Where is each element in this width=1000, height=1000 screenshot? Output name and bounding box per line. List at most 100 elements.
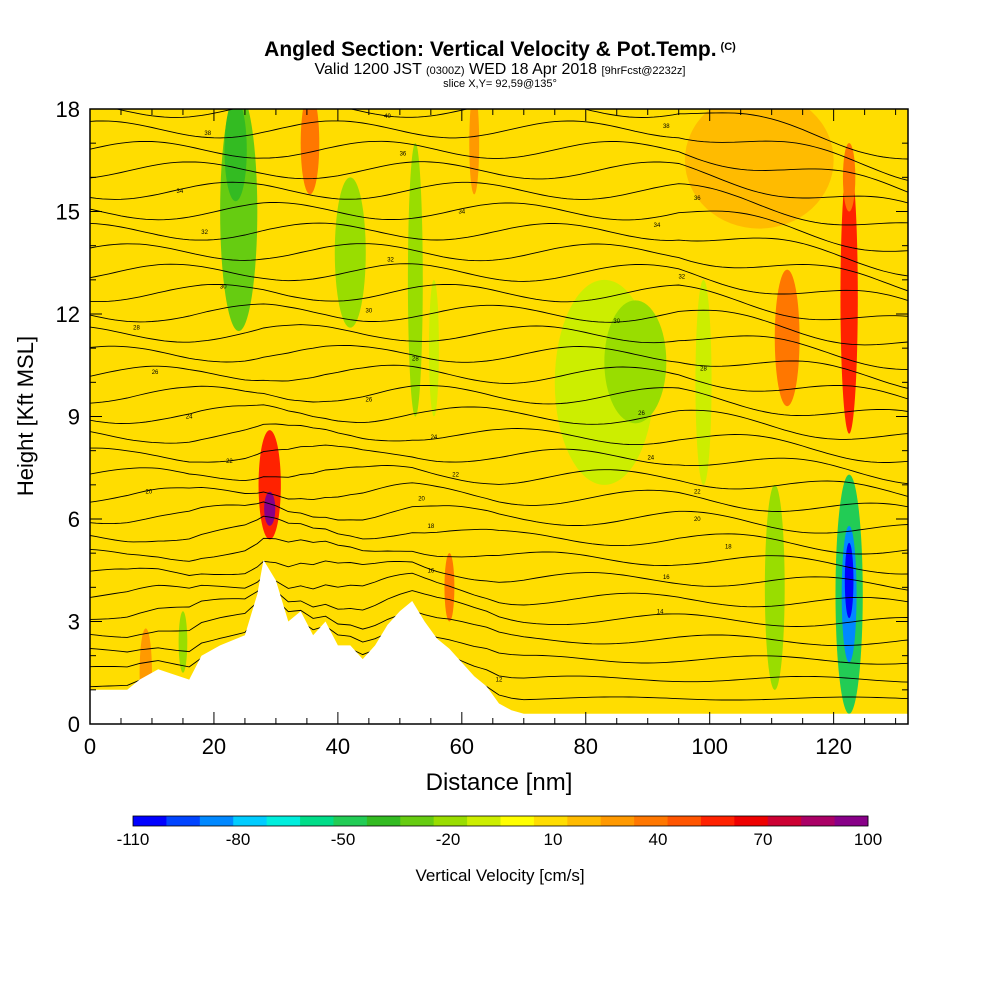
isentrope-15 bbox=[90, 385, 908, 417]
colorbar-swatch-14 bbox=[600, 816, 635, 826]
isentrope-label-14: 28 bbox=[133, 326, 140, 332]
y-axis-label: Height [Kft MSL] bbox=[13, 336, 38, 496]
colorbar-label-0: -110 bbox=[117, 830, 150, 849]
colorbar-swatch-21 bbox=[834, 816, 869, 826]
isentrope-21 bbox=[90, 263, 908, 302]
isentrope-label-28: 20 bbox=[694, 517, 701, 523]
isentrope-14 bbox=[90, 404, 908, 440]
x-tick-label-40: 40 bbox=[326, 734, 350, 759]
velocity-cell-22 bbox=[178, 611, 188, 673]
isentrope-label-17: 26 bbox=[152, 370, 159, 376]
colorbar-label-7: 100 bbox=[854, 830, 882, 849]
isentrope-11 bbox=[90, 465, 908, 497]
isentrope-10 bbox=[90, 482, 908, 512]
isentrope-7 bbox=[90, 537, 908, 575]
velocity-cell-14 bbox=[840, 160, 858, 434]
isentrope-27 bbox=[90, 140, 908, 193]
velocity-cell-19 bbox=[844, 542, 854, 619]
isentrope-28 bbox=[90, 120, 908, 181]
isentrope-label-7: 32 bbox=[201, 230, 208, 236]
x-tick-label-0: 0 bbox=[84, 734, 96, 759]
colorbar-swatch-20 bbox=[801, 816, 835, 826]
colorbar-swatch-18 bbox=[734, 816, 769, 826]
velocity-field bbox=[90, 109, 908, 724]
colorbar-swatch-17 bbox=[700, 816, 735, 826]
isentrope-label-21: 24 bbox=[431, 435, 438, 441]
colorbar-swatch-3 bbox=[233, 816, 268, 826]
y-tick-label-0: 0 bbox=[68, 712, 80, 737]
y-tick-label-9: 9 bbox=[68, 405, 80, 430]
isentrope-label-33: 14 bbox=[657, 609, 664, 615]
colorbar-label-3: -20 bbox=[436, 830, 461, 849]
colorbar-label-5: 40 bbox=[649, 830, 668, 849]
colorbar-swatch-7 bbox=[366, 816, 401, 826]
colorbar-swatch-0 bbox=[133, 816, 167, 826]
isentrope-9 bbox=[90, 501, 908, 534]
colorbar-swatch-4 bbox=[266, 816, 301, 826]
isentrope-label-18: 26 bbox=[366, 397, 373, 403]
colorbar: -110 -80 -50 -20 10 40 70 100 bbox=[117, 815, 882, 849]
isentrope-6 bbox=[90, 560, 908, 591]
isentrope-label-4: 36 bbox=[400, 151, 407, 157]
isentrope-label-27: 20 bbox=[418, 497, 425, 503]
velocity-cell-2 bbox=[258, 430, 281, 540]
isentrope-label-22: 24 bbox=[647, 456, 654, 462]
colorbar-swatch-2 bbox=[199, 816, 234, 826]
isentrope-12 bbox=[90, 444, 908, 485]
isentrope-label-10: 32 bbox=[678, 274, 685, 280]
velocity-cell-6 bbox=[407, 143, 423, 417]
colorbar-swatch-1 bbox=[166, 816, 201, 826]
isentrope-24 bbox=[90, 201, 908, 252]
isentrope-16 bbox=[90, 364, 908, 400]
y-tick-label-18: 18 bbox=[56, 97, 80, 122]
x-tick-label-60: 60 bbox=[450, 734, 474, 759]
terrain bbox=[90, 560, 908, 724]
colorbar-label-1: -80 bbox=[226, 830, 251, 849]
isentrope-25 bbox=[90, 181, 908, 226]
y-tick-label-6: 6 bbox=[68, 507, 80, 532]
velocity-cell-13 bbox=[774, 269, 800, 407]
isentrope-label-26: 20 bbox=[146, 490, 153, 496]
y-tick-label-12: 12 bbox=[56, 302, 80, 327]
colorbar-swatch-12 bbox=[533, 816, 568, 826]
velocity-cell-8 bbox=[444, 553, 455, 622]
colorbar-label-2: -50 bbox=[331, 830, 356, 849]
x-axis-label: Distance [nm] bbox=[426, 769, 573, 796]
isentrope-17 bbox=[90, 344, 908, 389]
x-tick-label-80: 80 bbox=[574, 734, 598, 759]
isentrope-label-3: 34 bbox=[177, 189, 184, 195]
isentrope-label-11: 30 bbox=[220, 285, 227, 291]
colorbar-swatch-11 bbox=[500, 816, 535, 826]
velocity-cell-9 bbox=[469, 109, 480, 195]
colorbar-swatch-10 bbox=[467, 816, 501, 826]
colorbar-swatch-19 bbox=[767, 816, 802, 826]
y-tick-label-3: 3 bbox=[68, 610, 80, 635]
slice-label: slice X,Y= 92,59@135° bbox=[443, 78, 557, 90]
isentrope-3 bbox=[90, 592, 908, 647]
isentrope-19 bbox=[90, 303, 908, 346]
isentrope-22 bbox=[90, 243, 908, 292]
velocity-cell-1 bbox=[224, 109, 247, 202]
colorbar-swatch-13 bbox=[567, 816, 602, 826]
isentrope-label-29: 18 bbox=[427, 524, 434, 530]
isentrope-26 bbox=[90, 161, 908, 204]
isentrope-18 bbox=[90, 324, 908, 370]
colorbar-swatch-6 bbox=[333, 816, 368, 826]
colorbar-swatch-8 bbox=[400, 816, 435, 826]
isentrope-13 bbox=[90, 423, 908, 463]
isentrope-label-12: 30 bbox=[366, 309, 373, 315]
velocity-cell-16 bbox=[764, 484, 785, 690]
isentrope-labels: 38 40 38 34 36 36 34 32 34 32 32 30 30 30 28 28 28 26 26 26… bbox=[133, 114, 732, 684]
isentrope-label-30: 18 bbox=[725, 544, 732, 550]
isentrope-5 bbox=[90, 572, 908, 608]
isentrope-label-32: 16 bbox=[663, 575, 670, 581]
isentrope-29 bbox=[114, 109, 908, 160]
isentrope-label-9: 32 bbox=[387, 257, 394, 263]
terrain-mask bbox=[90, 560, 908, 724]
colorbar-swatch-9 bbox=[433, 816, 468, 826]
isentrope-label-20: 24 bbox=[186, 415, 193, 421]
isentrope-2 bbox=[90, 605, 908, 665]
colorbar-frame bbox=[132, 815, 869, 827]
isentrope-8 bbox=[90, 515, 908, 555]
